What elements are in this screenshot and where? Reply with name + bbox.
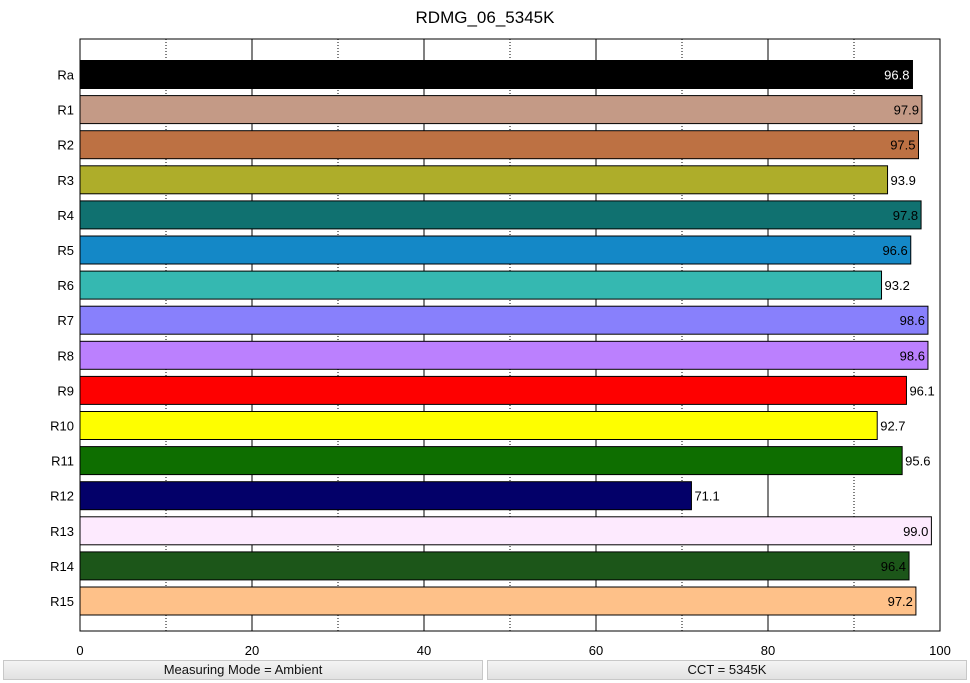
bar-value-label: 99.0 [903, 524, 928, 539]
bar-value-label: 93.2 [885, 278, 910, 293]
category-label: R11 [51, 454, 74, 469]
bar-value-label: 93.9 [891, 173, 916, 188]
measuring-mode-status: Measuring Mode = Ambient [3, 660, 483, 680]
x-tick-label: 100 [929, 643, 951, 658]
x-tick-label: 0 [76, 643, 83, 658]
bar-value-label: 96.4 [881, 559, 906, 574]
bar-value-label: 97.9 [894, 103, 919, 118]
bar-value-label: 71.1 [694, 489, 719, 504]
bar-ra [79, 60, 913, 89]
bar-value-label: 97.2 [888, 594, 913, 609]
bar-r13 [79, 516, 932, 546]
bar-value-label: 97.8 [893, 208, 918, 223]
bars: 96.8 97.9 97.5 93.9 97.8 96.6 93.2 98.6 98.6 96.1… [79, 60, 935, 616]
bar-r4 [79, 200, 922, 230]
bar-value-label: 96.6 [882, 243, 907, 258]
chart-title: RDMG_06_5345K [416, 8, 556, 27]
bar-value-label: 97.5 [890, 138, 915, 153]
category-labels: Ra R1 R2 R3 R4 R5 R6 R7 R8 R9 R10 R11 R12 R13 R14 R15 [50, 68, 75, 610]
bar-r9 [79, 375, 907, 405]
bar-r14 [79, 551, 910, 581]
x-tick-label: 20 [245, 643, 259, 658]
bar-r6 [79, 270, 883, 300]
category-label: Ra [57, 68, 74, 83]
bar-r10 [79, 411, 878, 440]
category-label: R14 [50, 559, 74, 574]
bar-chart: RDMG_06_5345K 96.8 97.9 97.5 93.9 97.8 96.6 93… [50, 8, 951, 658]
bar-r3 [79, 165, 889, 195]
bar-value-label: 96.8 [884, 68, 909, 83]
category-label: R2 [57, 138, 74, 153]
bar-value-label: 95.6 [905, 454, 930, 469]
bar-r1 [79, 95, 923, 125]
bar-r11 [79, 446, 903, 476]
category-label: R3 [57, 173, 74, 188]
bar-value-label: 92.7 [880, 419, 905, 434]
category-label: R12 [50, 489, 74, 504]
x-tick-label: 80 [761, 643, 775, 658]
category-label: R6 [57, 278, 74, 293]
category-label: R8 [57, 348, 74, 363]
bar-r7 [79, 305, 929, 335]
category-label: R7 [57, 313, 74, 328]
bar-r15 [79, 586, 917, 616]
bar-value-label: 98.6 [900, 313, 925, 328]
bar-r2 [79, 130, 919, 160]
category-label: R9 [57, 383, 74, 398]
bar-value-label: 98.6 [900, 348, 925, 363]
x-tick-label: 60 [589, 643, 603, 658]
x-axis-ticks: 0 20 40 60 80 100 [76, 643, 950, 658]
category-label: R4 [57, 208, 74, 223]
x-tick-label: 40 [417, 643, 431, 658]
category-label: R1 [57, 103, 74, 118]
cct-status: CCT = 5345K [487, 660, 967, 680]
bar-r8 [79, 340, 929, 370]
bar-value-label: 96.1 [909, 383, 934, 398]
category-label: R15 [50, 594, 74, 609]
bar-r12 [79, 481, 692, 511]
bar-r5 [79, 235, 912, 265]
category-label: R10 [50, 419, 74, 434]
category-label: R13 [50, 524, 74, 539]
category-label: R5 [57, 243, 74, 258]
